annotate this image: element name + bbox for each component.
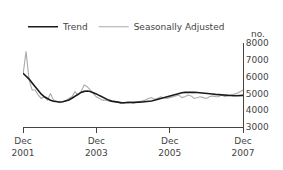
svg-text:5000: 5000 [246, 89, 269, 99]
svg-text:Trend: Trend [62, 22, 88, 32]
svg-text:Dec2003: Dec2003 [85, 136, 108, 158]
svg-text:Dec2007: Dec2007 [232, 136, 255, 158]
svg-text:Seasonally Adjusted: Seasonally Adjusted [134, 22, 225, 32]
svg-text:Dec2001: Dec2001 [12, 136, 35, 158]
svg-text:Dec2005: Dec2005 [158, 136, 181, 158]
svg-text:8000: 8000 [246, 38, 269, 48]
svg-text:no.: no. [251, 29, 265, 39]
svg-text:6000: 6000 [246, 72, 269, 82]
svg-text:4000: 4000 [246, 105, 269, 115]
svg-text:7000: 7000 [246, 55, 269, 65]
svg-text:3000: 3000 [246, 122, 269, 132]
